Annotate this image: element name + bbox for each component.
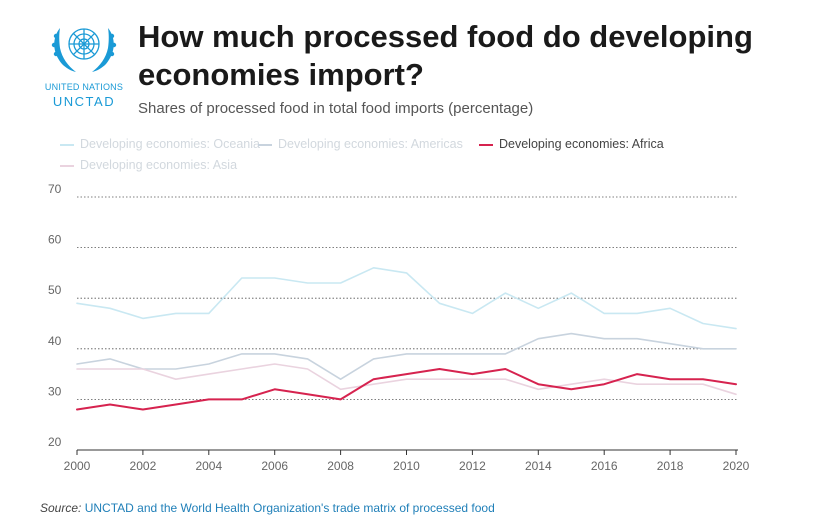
y-tick-label-50: 50 [48, 283, 62, 297]
series-line-africa [76, 368, 737, 411]
x-tick-label-2020: 2020 [723, 459, 750, 473]
y-tick-label-70: 70 [48, 182, 62, 196]
legend-item-americas[interactable]: Developing economies: Americas [258, 137, 463, 151]
source-note: Source: UNCTAD and the World Health Orga… [40, 501, 495, 515]
legend-label-oceania: Developing economies: Oceania [80, 137, 260, 151]
legend-label-asia: Developing economies: Asia [80, 158, 238, 172]
y-tick-label-20: 20 [48, 435, 62, 449]
logo-org-label: UNITED NATIONS [44, 82, 124, 92]
x-tick-label-2006: 2006 [261, 459, 288, 473]
y-tick-label-30: 30 [48, 384, 62, 398]
logo-name-label: UNCTAD [52, 94, 116, 109]
series-line-americas [76, 332, 737, 381]
chart-title: How much processed food do developing ec… [138, 19, 753, 92]
legend-label-africa: Developing economies: Africa [499, 137, 664, 151]
un-emblem-icon [51, 28, 117, 72]
y-tick-label-40: 40 [48, 334, 62, 348]
source-label: Source: [40, 501, 82, 515]
source-text: UNCTAD and the World Health Organization… [84, 501, 495, 515]
legend-item-africa[interactable]: Developing economies: Africa [479, 137, 664, 151]
series-line-oceania [76, 266, 737, 330]
x-tick-label-2002: 2002 [130, 459, 157, 473]
legend-swatch-africa [479, 143, 493, 146]
unctad-logo: UNITED NATIONS UNCTAD [40, 14, 128, 112]
legend-item-asia[interactable]: Developing economies: Asia [60, 158, 237, 172]
x-tick-label-2014: 2014 [525, 459, 552, 473]
legend-swatch-oceania [60, 143, 74, 146]
x-tick-label-2008: 2008 [327, 459, 354, 473]
legend-swatch-americas [258, 143, 272, 146]
legend-label-americas: Developing economies: Americas [278, 137, 463, 151]
legend-item-oceania[interactable]: Developing economies: Oceania [60, 137, 260, 151]
x-tick-label-2012: 2012 [459, 459, 486, 473]
chart-subtitle: Shares of processed food in total food i… [138, 100, 534, 117]
x-tick-label-2016: 2016 [591, 459, 618, 473]
y-tick-label-60: 60 [48, 233, 62, 247]
x-tick-label-2000: 2000 [64, 459, 91, 473]
series-line-asia [76, 363, 737, 396]
x-tick-label-2010: 2010 [393, 459, 420, 473]
legend-swatch-asia [60, 164, 74, 167]
x-tick-label-2018: 2018 [657, 459, 684, 473]
x-tick-label-2004: 2004 [195, 459, 222, 473]
